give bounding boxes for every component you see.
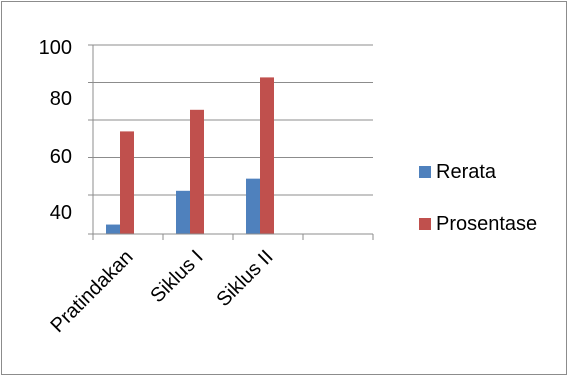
category-label: Siklus I	[146, 246, 207, 307]
y-tick-label: 80	[50, 88, 72, 110]
legend-swatch-prosentase	[419, 218, 431, 230]
category-label: Siklus II	[212, 246, 277, 311]
y-tick-labels: 100 80 60 40	[39, 37, 72, 224]
bar-prosentase-1	[120, 131, 134, 234]
bar-rerata-3	[246, 178, 260, 234]
axes	[88, 44, 374, 240]
y-tick-label: 100	[39, 37, 72, 59]
bar-prosentase-2	[190, 109, 204, 234]
y-tick-label: 40	[50, 202, 72, 224]
legend-label-prosentase: Prosentase	[436, 213, 537, 235]
legend: Rerata Prosentase	[419, 161, 537, 235]
bar-rerata-1	[106, 224, 120, 234]
legend-swatch-rerata	[419, 166, 431, 178]
category-labels: Pratindakan Siklus I Siklus II	[46, 246, 277, 337]
bar-rerata-2	[176, 190, 190, 234]
bars	[106, 77, 274, 235]
legend-label-rerata: Rerata	[436, 161, 497, 183]
y-tick-label: 60	[50, 146, 72, 168]
category-label: Pratindakan	[46, 246, 137, 337]
bar-prosentase-3	[260, 77, 274, 235]
gridlines	[93, 44, 373, 235]
